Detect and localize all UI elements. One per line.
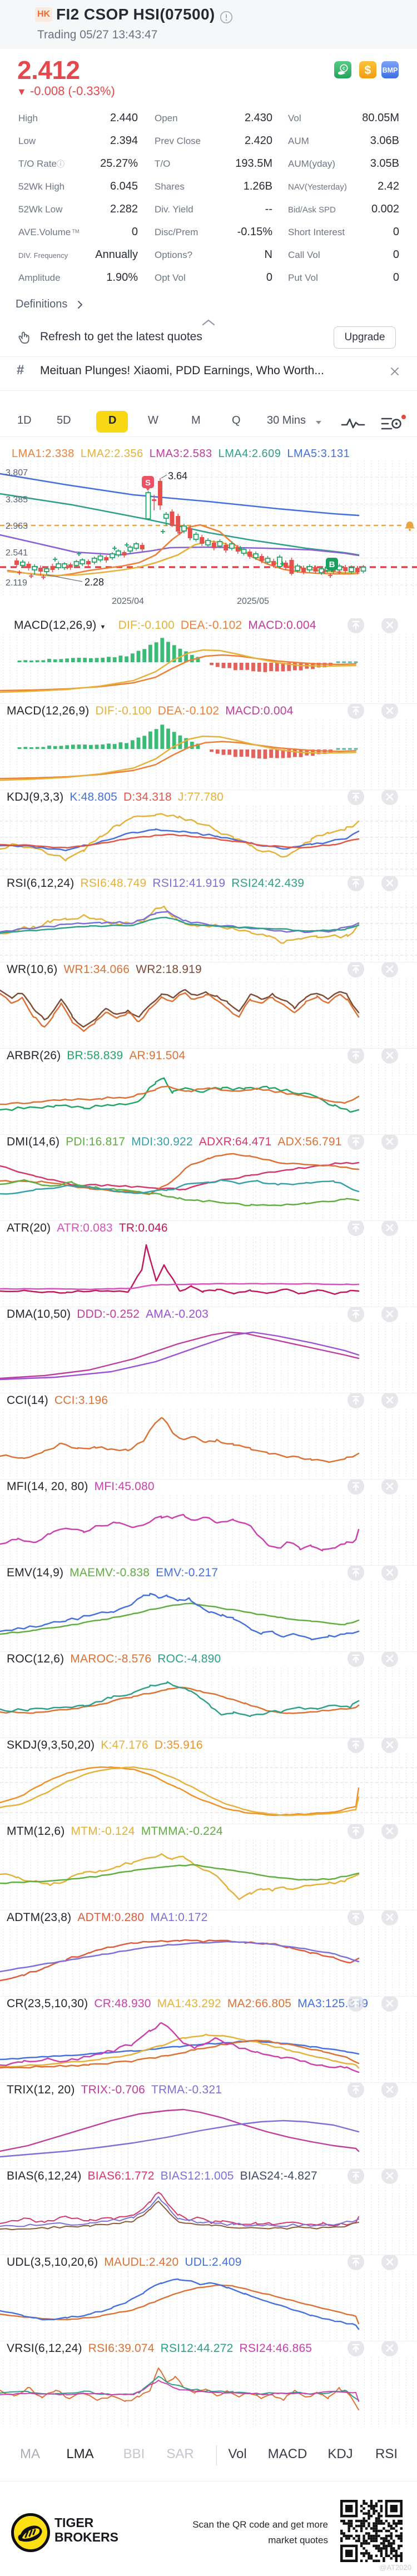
svg-text:2025/04: 2025/04 (112, 597, 144, 606)
svg-text:3.64: 3.64 (168, 470, 187, 482)
svg-text:B: B (329, 560, 335, 569)
svg-text:2.28: 2.28 (85, 577, 104, 588)
svg-text:2.119: 2.119 (6, 578, 27, 588)
svg-text:$: $ (365, 64, 371, 77)
svg-text:3.385: 3.385 (6, 495, 28, 505)
svg-text:S: S (145, 478, 151, 488)
svg-text:2.963: 2.963 (6, 522, 28, 531)
svg-text:c: c (342, 66, 345, 71)
svg-text:BMP: BMP (383, 67, 398, 75)
svg-text:2025/05: 2025/05 (237, 597, 269, 606)
svg-text:2.541: 2.541 (6, 548, 28, 558)
svg-text:3.807: 3.807 (6, 468, 28, 478)
